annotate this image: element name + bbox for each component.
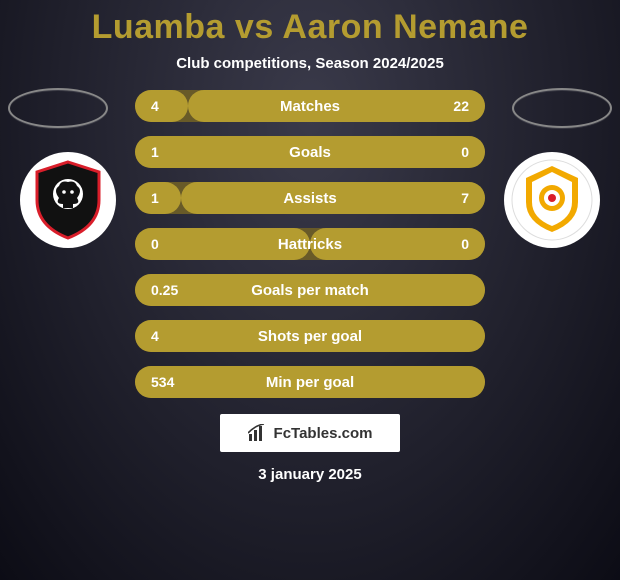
fctables-logo[interactable]: FcTables.com [220,414,400,452]
stat-left-value: 1 [135,190,223,206]
stat-row: 1Goals0 [135,136,485,168]
stat-row: 0Hattricks0 [135,228,485,260]
logo-text: FcTables.com [274,425,373,442]
stat-label: Matches [223,98,398,115]
right-team-oval [512,88,612,128]
stat-left-value: 1 [135,144,223,160]
comparison-content: 4Matches221Goals01Assists70Hattricks00.2… [0,90,620,398]
roundel-icon [510,158,594,242]
stat-left-value: 534 [135,374,223,390]
left-team-oval [8,88,108,128]
comparison-subtitle: Club competitions, Season 2024/2025 [0,55,620,72]
stat-row: 0.25Goals per match [135,274,485,306]
stat-row: 4Matches22 [135,90,485,122]
stat-left-value: 4 [135,98,223,114]
shield-icon [33,160,103,240]
stat-row: 4Shots per goal [135,320,485,352]
stat-label: Hattricks [223,236,398,253]
stat-row: 534Min per goal [135,366,485,398]
stat-label: Assists [223,190,398,207]
stat-left-value: 4 [135,328,223,344]
stat-label: Goals per match [223,282,398,299]
stat-left-value: 0 [135,236,223,252]
comparison-title: Luamba vs Aaron Nemane [0,0,620,47]
stat-label: Min per goal [223,374,398,391]
left-team-badge [20,152,116,248]
stat-right-value: 7 [398,190,486,206]
stat-right-value: 0 [398,144,486,160]
stat-label: Goals [223,144,398,161]
stat-left-value: 0.25 [135,282,223,298]
stat-right-value: 22 [398,98,486,114]
bars-icon [248,424,268,442]
right-team-badge [504,152,600,248]
footer-date: 3 january 2025 [0,466,620,483]
stat-label: Shots per goal [223,328,398,345]
stat-right-value: 0 [398,236,486,252]
stat-rows: 4Matches221Goals01Assists70Hattricks00.2… [135,90,485,398]
stat-row: 1Assists7 [135,182,485,214]
